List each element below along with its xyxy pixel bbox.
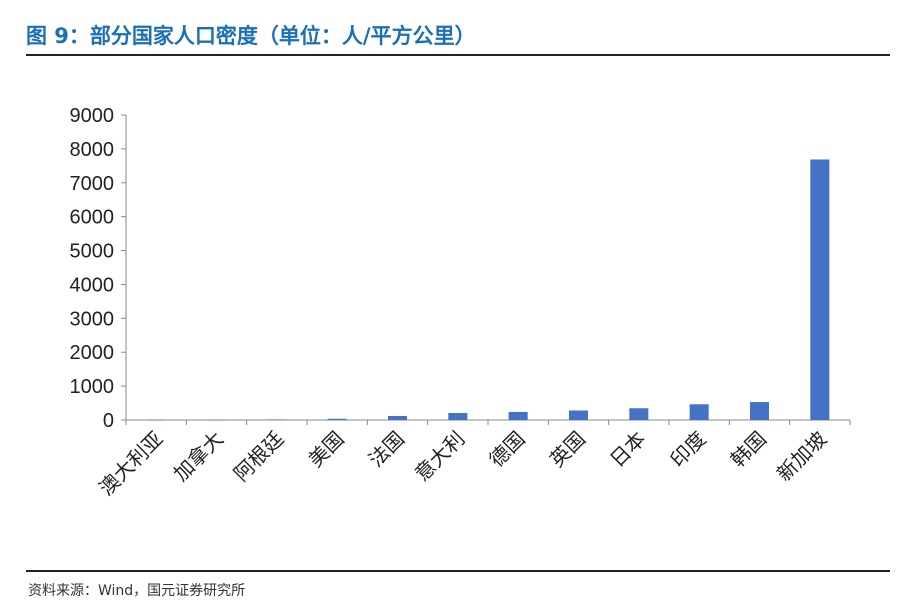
x-tick-label: 印度 [665, 427, 710, 472]
bar [810, 159, 830, 420]
x-axis: 澳大利亚 加拿大 阿根廷 美国 法国 意大利 德国 英国 日本 印度 韩国 新加坡 [94, 419, 851, 501]
bar [327, 418, 347, 420]
y-tick-label: 0 [103, 410, 114, 432]
y-tick-label: 1000 [70, 376, 115, 398]
x-tick-label: 加拿大 [169, 427, 228, 486]
x-tick-label: 美国 [303, 427, 348, 472]
x-tick-label: 新加坡 [772, 427, 831, 486]
x-tick-label: 德国 [484, 427, 529, 472]
bar [569, 410, 588, 420]
y-tick-label: 2000 [70, 342, 115, 364]
y-tick-label: 7000 [70, 173, 115, 195]
bar [207, 419, 226, 421]
y-tick-label: 4000 [70, 274, 115, 296]
x-tick-label: 韩国 [726, 427, 771, 472]
x-tick-label: 法国 [364, 427, 409, 472]
figure-title: 图 9：部分国家人口密度（单位：人/平方公里） [26, 24, 476, 48]
title-bar: 图 9：部分国家人口密度（单位：人/平方公里） [26, 10, 890, 56]
y-axis: 0 1000 2000 3000 4000 5000 6000 7000 8000 9000 [70, 105, 127, 432]
bar [629, 408, 649, 420]
x-tick-label: 阿根廷 [229, 427, 288, 486]
x-tick-label: 意大利 [410, 427, 469, 486]
source-note: 资料来源：Wind，国元证券研究所 [28, 583, 246, 599]
y-tick-label: 9000 [70, 105, 115, 127]
y-tick-label: 6000 [70, 207, 115, 229]
bar [448, 413, 468, 420]
bar [689, 404, 709, 420]
y-tick-label: 5000 [70, 241, 115, 263]
y-tick-label: 8000 [70, 139, 115, 161]
bar [146, 419, 166, 421]
bar [388, 415, 407, 420]
bar [508, 411, 528, 420]
y-tick-label: 3000 [70, 308, 115, 330]
x-tick-label: 澳大利亚 [94, 427, 168, 501]
x-tick-label: 日本 [605, 427, 650, 472]
bar [267, 419, 287, 420]
footer-rule [26, 570, 890, 572]
x-tick-label: 英国 [545, 427, 590, 472]
bar [750, 402, 769, 420]
bars [146, 159, 830, 421]
